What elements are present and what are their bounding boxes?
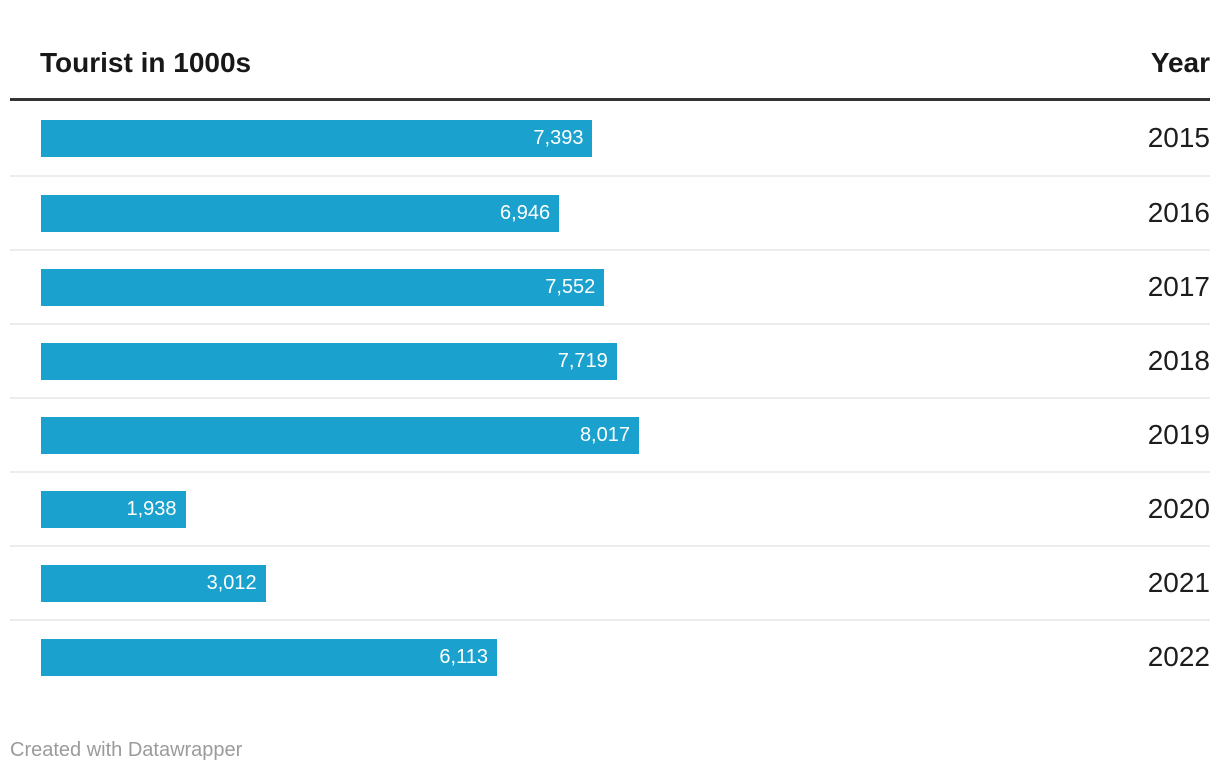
datawrapper-credit: Created with Datawrapper bbox=[10, 739, 243, 761]
table-row: 7,393 2015 bbox=[10, 101, 1210, 175]
value-label: 8,017 bbox=[579, 423, 630, 446]
value-label: 7,552 bbox=[545, 275, 596, 298]
value-label: 7,719 bbox=[557, 349, 608, 372]
table-body: 7,393 2015 6,946 2016 7,552 2017 7,719 2018 8,01… bbox=[10, 101, 1210, 693]
value-label: 1,938 bbox=[126, 497, 177, 520]
value-label: 7,393 bbox=[533, 126, 584, 149]
bar-cell: 7,552 bbox=[41, 268, 1148, 306]
table-row: 3,012 2021 bbox=[10, 545, 1210, 619]
year-label: 2016 bbox=[1147, 197, 1210, 228]
table-row: 8,017 2019 bbox=[10, 397, 1210, 471]
value-bar: 6,113 bbox=[41, 638, 497, 676]
table-row: 7,719 2018 bbox=[10, 323, 1210, 397]
bar-cell: 6,113 bbox=[41, 638, 1148, 676]
column-header-year: Year bbox=[1150, 47, 1210, 78]
bar-cell: 7,393 bbox=[41, 119, 1148, 157]
value-bar: 3,012 bbox=[41, 564, 266, 602]
bar-cell: 6,946 bbox=[41, 194, 1148, 232]
value-bar: 6,946 bbox=[41, 194, 560, 232]
bar-cell: 8,017 bbox=[41, 416, 1148, 454]
bar-cell: 1,938 bbox=[41, 490, 1148, 528]
column-header-values: Tourist in 1000s bbox=[40, 47, 252, 78]
value-label: 3,012 bbox=[206, 571, 257, 594]
value-bar: 1,938 bbox=[41, 490, 186, 528]
year-label: 2017 bbox=[1147, 271, 1210, 302]
value-label: 6,113 bbox=[439, 645, 488, 668]
year-label: 2022 bbox=[1147, 641, 1210, 672]
year-label: 2021 bbox=[1147, 567, 1210, 598]
value-bar: 7,552 bbox=[41, 268, 605, 306]
year-label: 2018 bbox=[1147, 345, 1210, 376]
value-bar: 7,393 bbox=[41, 119, 593, 157]
table-header-row: Tourist in 1000s Year bbox=[10, 0, 1210, 101]
year-label: 2019 bbox=[1147, 419, 1210, 450]
table-row: 6,946 2016 bbox=[10, 175, 1210, 249]
bar-cell: 3,012 bbox=[41, 564, 1148, 602]
value-bar: 8,017 bbox=[41, 416, 639, 454]
table-row: 6,113 2022 bbox=[10, 619, 1210, 693]
year-label: 2015 bbox=[1147, 122, 1210, 153]
table-row: 1,938 2020 bbox=[10, 471, 1210, 545]
year-label: 2020 bbox=[1147, 493, 1210, 524]
table-row: 7,552 2017 bbox=[10, 249, 1210, 323]
value-bar: 7,719 bbox=[41, 342, 617, 380]
value-label: 6,946 bbox=[500, 201, 551, 224]
bar-cell: 7,719 bbox=[41, 342, 1148, 380]
